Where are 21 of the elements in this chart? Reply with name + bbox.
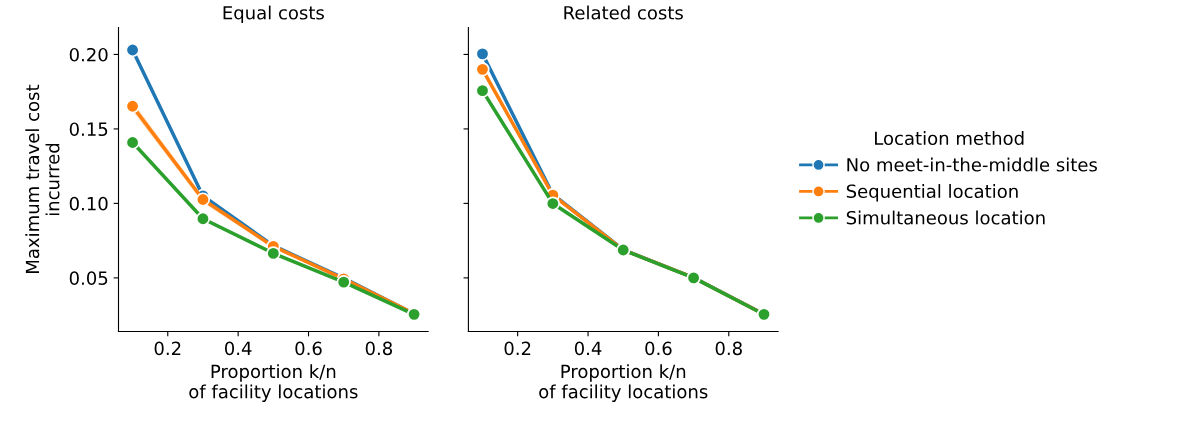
x-tick-label: 0.8 xyxy=(715,341,742,356)
x-tick-label: 0.6 xyxy=(645,341,672,356)
x-tick-label: 0.6 xyxy=(295,341,322,356)
x-axis-title: Proportion k/n of facility locations xyxy=(189,364,358,402)
y-tick-label: 0.10 xyxy=(69,196,108,211)
y-tick-label: 0.20 xyxy=(69,47,108,62)
x-tick-label: 0.2 xyxy=(154,341,181,356)
y-tick-label: 0.15 xyxy=(69,122,108,137)
x-tick-label: 0.8 xyxy=(365,341,393,356)
chart-title: Equal costs xyxy=(223,5,324,24)
chart-title: Related costs xyxy=(564,5,683,20)
legend-title: Location method xyxy=(875,131,1024,146)
y-tick-label: 0.05 xyxy=(69,271,108,285)
x-tick-label: 0.4 xyxy=(574,341,602,356)
x-axis-title: Proportion k/n of facility locations xyxy=(539,364,708,402)
y-axis-title: Maximum travel cost incurred xyxy=(25,84,60,273)
legend-label: Sequential location xyxy=(846,184,1018,202)
x-tick-label: 0.4 xyxy=(224,341,252,356)
legend-label: No meet-in-the-middle sites xyxy=(847,157,1097,172)
x-tick-label: 0.2 xyxy=(504,341,531,356)
legend-label: Simultaneous location xyxy=(846,210,1045,225)
